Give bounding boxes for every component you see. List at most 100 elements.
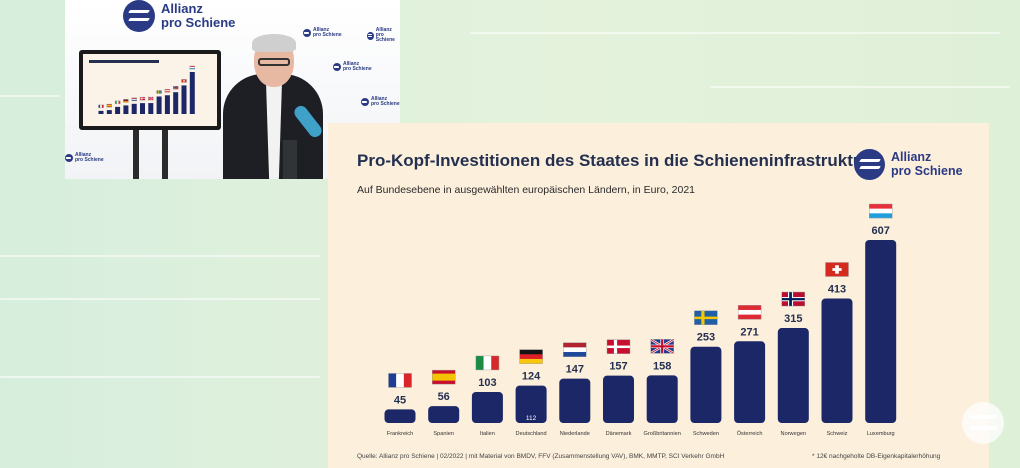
mini-bar [107, 110, 112, 114]
category-label: Norwegen [781, 431, 807, 437]
bar [647, 375, 678, 423]
bar-group-no: 315 Norwegen [778, 292, 809, 437]
category-label: Italien [480, 431, 495, 437]
value-label: 607 [872, 225, 890, 237]
logo-icon [123, 0, 155, 32]
bar-group-ch: 413 Schweiz [822, 262, 853, 437]
mini-title [89, 60, 159, 63]
bg-stripe [0, 298, 320, 300]
badge-line2: pro Schiene [313, 32, 342, 38]
monitor [79, 50, 221, 130]
mini-it-flag-icon [115, 101, 120, 104]
value-label: 56 [438, 391, 450, 403]
bar [559, 379, 590, 423]
inner-value-label: 112 [526, 415, 537, 422]
badge-line2: pro Schiene [343, 66, 372, 72]
category-label: Luxemburg [867, 431, 895, 437]
bar [385, 409, 416, 423]
bg-stripe [710, 86, 1010, 88]
logo-icon [333, 63, 341, 71]
bar [734, 341, 765, 423]
mini-bar [123, 105, 128, 114]
badge-line2: pro Schiene [376, 32, 395, 43]
value-label: 413 [828, 283, 846, 295]
monitor-stand [133, 130, 139, 179]
mini-fr-flag-icon [99, 105, 104, 108]
value-label: 271 [740, 326, 758, 338]
value-label: 157 [609, 361, 627, 373]
monitor-stand [162, 130, 168, 179]
se-flag-icon [694, 311, 717, 325]
watermark-logo [962, 402, 1004, 449]
mini-bar [190, 72, 195, 114]
video-brand-text: Allianz pro Schiene [161, 2, 235, 29]
mini-at-flag-icon [165, 89, 170, 92]
mini-bar [140, 103, 145, 114]
bg-stripe [0, 255, 320, 257]
category-label: Dänemark [606, 431, 632, 437]
bar-group-nl: 147 Niederlande [559, 343, 590, 437]
category-label: Großbritannien [644, 431, 681, 437]
fr-flag-icon [389, 373, 412, 387]
monitor-chart-thumbnail [83, 54, 217, 126]
badge-line2: pro Schiene [75, 157, 104, 163]
bg-stripe [470, 32, 1000, 34]
bar [865, 240, 896, 423]
ch-flag-icon [826, 262, 849, 276]
bar [822, 298, 853, 423]
category-label: Niederlande [560, 431, 590, 437]
logo-icon [962, 402, 1004, 444]
speaker-glasses [258, 58, 290, 66]
value-label: 147 [566, 364, 584, 376]
microphone-stand [283, 140, 297, 179]
mini-bar [165, 95, 170, 114]
mini-ch-flag-icon [182, 79, 187, 82]
bg-stripe [0, 376, 320, 378]
bar-group-lu: 607 Luxemburg [865, 204, 896, 437]
mini-bar [99, 111, 104, 114]
mini-de-flag-icon [123, 99, 128, 102]
mini-no-flag-icon [173, 86, 178, 89]
category-label: Schweiz [827, 431, 848, 437]
category-label: Deutschland [516, 431, 547, 437]
value-label: 315 [784, 313, 802, 325]
es-flag-icon [432, 370, 455, 384]
mini-bar [148, 103, 153, 114]
lu-flag-icon [869, 204, 892, 218]
value-label: 45 [394, 394, 406, 406]
mini-es-flag-icon [107, 104, 112, 107]
mini-nl-flag-icon [132, 98, 137, 101]
it-flag-icon [476, 356, 499, 370]
bar [778, 328, 809, 423]
video-brand-line2: pro Schiene [161, 16, 235, 30]
nl-flag-icon [563, 343, 586, 357]
bar [603, 376, 634, 423]
dk-flag-icon [607, 340, 630, 354]
mini-bar [157, 96, 162, 114]
mini-bar [132, 104, 137, 114]
category-label: Frankreich [387, 431, 413, 437]
logo-icon [361, 98, 369, 106]
gb-flag-icon [651, 339, 674, 353]
bar-group-fr: 45 Frankreich [385, 373, 416, 437]
bar-chart: 45Frankreich56Spanien103Italien124Deutsc… [328, 123, 989, 459]
speaker-hair [252, 34, 296, 52]
bar [690, 347, 721, 423]
mini-lu-flag-icon [190, 66, 195, 69]
logo-icon [65, 154, 73, 162]
mini-se-flag-icon [157, 90, 162, 93]
mini-bar [182, 85, 187, 114]
video-brand-logo [123, 0, 155, 37]
bg-stripe [0, 95, 60, 97]
